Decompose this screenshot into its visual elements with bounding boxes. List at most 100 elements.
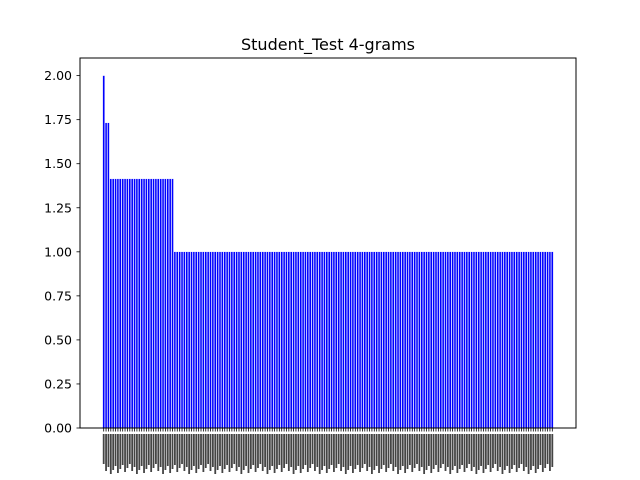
bar	[240, 251, 243, 429]
x-tick-label-illegible	[254, 434, 257, 472]
bar	[541, 251, 544, 429]
x-tick-label-illegible	[475, 434, 478, 474]
bar	[180, 251, 184, 429]
bar	[223, 251, 226, 429]
bar	[434, 251, 438, 429]
x-tick-label-illegible	[458, 434, 461, 469]
x-tick-label-illegible	[361, 434, 364, 468]
x-tick-label-illegible	[487, 434, 490, 465]
x-tick-label-illegible	[399, 434, 402, 470]
bar	[470, 251, 473, 429]
x-tick-label-illegible	[347, 434, 350, 470]
x-tick-label-illegible	[138, 434, 141, 470]
x-tick-label-illegible	[411, 434, 414, 472]
bar	[304, 251, 307, 429]
bar	[475, 251, 478, 429]
bar	[401, 251, 404, 429]
bar	[513, 251, 516, 429]
bar	[446, 251, 449, 429]
bar	[214, 251, 217, 429]
bar	[546, 251, 549, 429]
x-tick-label-illegible	[456, 434, 459, 473]
bar	[211, 251, 214, 429]
bar	[363, 251, 366, 429]
bar	[479, 251, 483, 429]
x-tick-label-illegible	[145, 434, 148, 469]
x-tick-label-illegible	[309, 434, 312, 468]
bar	[356, 251, 359, 429]
bar	[408, 251, 411, 429]
bar	[311, 251, 314, 429]
bar	[332, 251, 336, 429]
bar	[354, 251, 357, 429]
bar	[102, 75, 105, 429]
bar	[463, 251, 466, 429]
bar	[207, 251, 210, 429]
x-tick-label-illegible	[432, 434, 435, 469]
x-tick-label-illegible	[451, 434, 454, 470]
bar	[515, 251, 518, 429]
plot-frame	[79, 57, 577, 429]
bar	[140, 178, 143, 429]
bar	[292, 251, 295, 429]
bar	[344, 251, 347, 429]
x-tick-label-illegible	[242, 434, 245, 470]
bar	[164, 178, 167, 429]
x-tick-label-illegible	[159, 434, 162, 467]
x-tick-label-illegible	[382, 434, 385, 465]
bar	[366, 251, 369, 429]
bar	[114, 178, 117, 429]
bar	[135, 178, 139, 429]
x-tick-label-illegible	[280, 434, 283, 472]
bar	[506, 251, 509, 429]
x-tick-label-illegible	[128, 434, 131, 464]
x-tick-label-illegible	[252, 434, 255, 465]
bar	[358, 251, 362, 429]
x-tick-label-illegible	[470, 434, 473, 471]
x-tick-label-illegible	[216, 434, 219, 470]
bar	[494, 251, 497, 429]
bar	[539, 251, 542, 429]
x-tick-label-illegible	[444, 434, 447, 471]
bar	[489, 251, 492, 429]
bar	[185, 251, 188, 429]
x-tick-label-illegible	[266, 434, 269, 474]
x-tick-label-illegible	[109, 434, 112, 474]
x-tick-label-illegible	[107, 434, 110, 467]
x-tick-label-illegible	[276, 434, 278, 469]
x-tick-label-illegible	[325, 434, 328, 473]
bar	[342, 251, 345, 429]
x-tick-label-illegible	[290, 434, 293, 467]
x-tick-label-illegible	[363, 434, 366, 464]
bar	[294, 251, 298, 429]
bar	[532, 251, 535, 429]
bar	[392, 251, 395, 429]
x-tick-label-illegible	[413, 434, 416, 468]
x-tick-label-illegible	[150, 434, 153, 472]
x-tick-label-illegible	[449, 434, 452, 474]
bar	[116, 178, 120, 429]
x-tick-label-illegible	[340, 434, 342, 471]
x-tick-label-illegible	[435, 434, 437, 465]
x-tick-label-illegible	[439, 434, 442, 468]
x-tick-label-illegible	[378, 434, 380, 473]
x-tick-label-illegible	[408, 434, 411, 465]
bar	[368, 251, 371, 429]
x-tick-label-illegible	[503, 434, 506, 470]
bar	[119, 178, 122, 429]
x-tick-label-illegible	[473, 434, 475, 467]
x-tick-label-illegible	[551, 434, 554, 467]
x-tick-label-illegible	[259, 434, 262, 464]
bar	[534, 251, 537, 429]
bar	[190, 251, 193, 429]
bar	[161, 178, 165, 429]
bar	[287, 251, 290, 429]
x-tick-label-illegible	[112, 434, 115, 470]
x-tick-label-illegible	[492, 434, 494, 468]
x-tick-label-illegible	[468, 434, 471, 464]
bar	[439, 251, 442, 429]
x-tick-label-illegible	[480, 434, 482, 466]
bar	[389, 251, 393, 429]
x-tick-label-illegible	[278, 434, 281, 465]
x-tick-label-illegible	[105, 434, 107, 471]
